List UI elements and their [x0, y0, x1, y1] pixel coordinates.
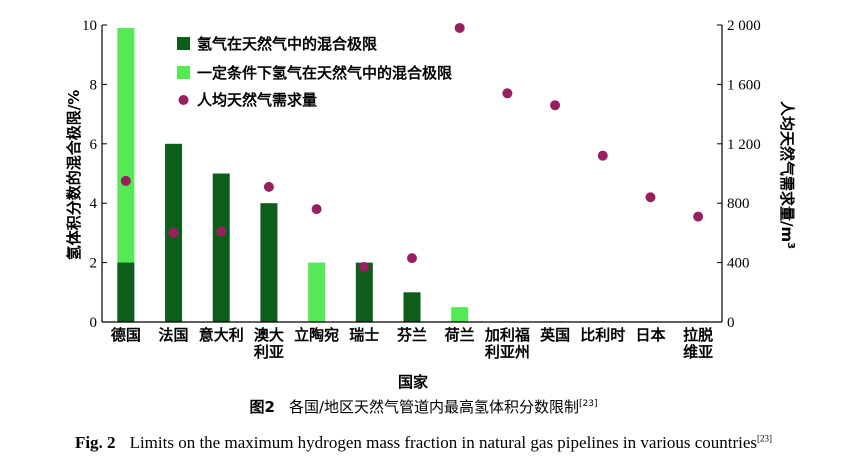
demand-point-4: [311, 204, 322, 215]
x-tick-label-0: 德国: [111, 326, 141, 344]
x-tick-label-4: 立陶宛: [294, 326, 339, 344]
x-tick-label-line: 日本: [635, 326, 665, 344]
demand-point-11: [645, 192, 656, 203]
x-tick-label-line: 立陶宛: [294, 326, 339, 344]
y-tick-label-left-2: 4: [90, 196, 98, 212]
x-tick-label-line: 英国: [540, 326, 570, 344]
caption-en: Fig. 2 Limits on the maximum hydrogen mas…: [0, 433, 847, 453]
axes-layer: 0 2 4 6 8 10 0 400 800 1 200 1 600 2 000: [82, 18, 761, 331]
x-tick-label-line: 利亚: [254, 343, 284, 361]
demand-point-2: [216, 226, 227, 237]
y-tick-label-right-4: 1 600: [727, 77, 761, 93]
y-tick-label-right-2: 800: [727, 196, 750, 212]
y-tick-label-left-0: 0: [90, 315, 98, 331]
y-axis-label-right-sup: 3: [785, 242, 796, 249]
demand-point-3: [263, 181, 274, 192]
legend-label-0: 氢气在天然气中的混合极限: [197, 35, 377, 53]
x-tick-label-3: 澳大利亚: [254, 326, 284, 361]
caption-cn-text: 各国/地区天然气管道内最高氢体积分数限制: [288, 398, 579, 416]
x-tick-label-12: 拉脱维亚: [683, 326, 713, 361]
legend-label-2: 人均天然气需求量: [197, 91, 317, 109]
y-tick-label-right-3: 1 200: [727, 137, 761, 153]
y-tick-label-left-4: 8: [90, 77, 98, 93]
x-tick-label-5: 瑞士: [349, 326, 379, 344]
demand-point-6: [407, 253, 417, 264]
y-axis-label-right: 人均天然气需求量/m3: [778, 101, 796, 249]
scatter-layer: [120, 22, 704, 273]
x-tick-label-line: 意大利: [199, 326, 244, 344]
x-tick-label-line: 维亚: [683, 343, 713, 361]
y-tick-label-left-3: 6: [90, 137, 98, 153]
caption-cn-ref: [23]: [579, 399, 598, 409]
demand-point-9: [550, 100, 561, 111]
x-tick-label-line: 加利福: [484, 326, 530, 344]
caption-cn-label: 图2: [249, 398, 275, 416]
bar-limit-2: [212, 173, 230, 322]
y-tick-label-left-5: 10: [82, 18, 97, 34]
y-tick-label-right-0: 0: [727, 315, 735, 331]
x-tick-label-line: 芬兰: [397, 326, 427, 344]
y-tick-label-left-1: 2: [90, 256, 98, 272]
demand-point-1: [168, 227, 179, 238]
x-tick-label-9: 英国: [540, 326, 570, 344]
legend-swatch-1: [177, 66, 190, 79]
legend-swatch-0: [177, 37, 190, 50]
demand-point-5: [359, 262, 370, 273]
y-tick-label-right-1: 400: [727, 256, 750, 272]
bar-limit-3: [260, 203, 278, 322]
caption-en-label: Fig. 2: [74, 433, 116, 452]
x-tick-label-11: 日本: [635, 326, 665, 344]
x-tick-label-line: 澳大: [254, 326, 284, 344]
x-tick-label-line: 拉脱: [683, 326, 713, 344]
caption-en-text: Limits on the maximum hydrogen mass frac…: [129, 433, 758, 452]
x-tick-label-6: 芬兰: [397, 326, 427, 344]
demand-point-12: [693, 211, 704, 222]
demand-point-10: [597, 150, 608, 161]
x-axis-label: 国家: [398, 373, 428, 391]
legend-label-1: 一定条件下氢气在天然气中的混合极限: [197, 64, 452, 82]
x-tick-label-2: 意大利: [199, 326, 244, 344]
bar-limit-5: [355, 262, 373, 322]
x-tick-label-line: 瑞士: [349, 326, 379, 344]
bar-limit-6: [403, 292, 421, 322]
x-tick-label-line: 德国: [111, 326, 141, 344]
y-tick-label-right-5: 2 000: [727, 18, 761, 34]
legend-swatch-2: [178, 95, 189, 105]
y-axis-label-right-main: 人均天然气需求量/m: [778, 101, 796, 242]
bar-limit-0: [117, 262, 135, 322]
x-tick-label-1: 法国: [159, 326, 189, 344]
caption-en-ref: [23]: [757, 433, 773, 444]
x-tick-label-8: 加利福利亚州: [484, 326, 530, 361]
caption-cn: 图2 各国/地区天然气管道内最高氢体积分数限制[23]: [0, 396, 847, 417]
x-tick-label-10: 比利时: [580, 326, 625, 344]
x-tick-label-7: 荷兰: [445, 326, 475, 344]
x-tick-label-line: 利亚州: [485, 343, 530, 361]
bars-layer: [117, 27, 707, 322]
demand-point-0: [120, 175, 131, 186]
x-tick-label-line: 比利时: [580, 326, 625, 344]
demand-point-7: [454, 22, 465, 33]
demand-point-8: [502, 88, 513, 99]
x-tick-label-line: 荷兰: [445, 326, 475, 344]
y-axis-label-left: 氢体积分数的混合极限/%: [65, 90, 83, 261]
bar-conditional-0: [117, 27, 135, 322]
bar-conditional-7: [451, 307, 469, 322]
bar-conditional-4: [308, 262, 326, 322]
x-tick-label-line: 法国: [159, 326, 189, 344]
